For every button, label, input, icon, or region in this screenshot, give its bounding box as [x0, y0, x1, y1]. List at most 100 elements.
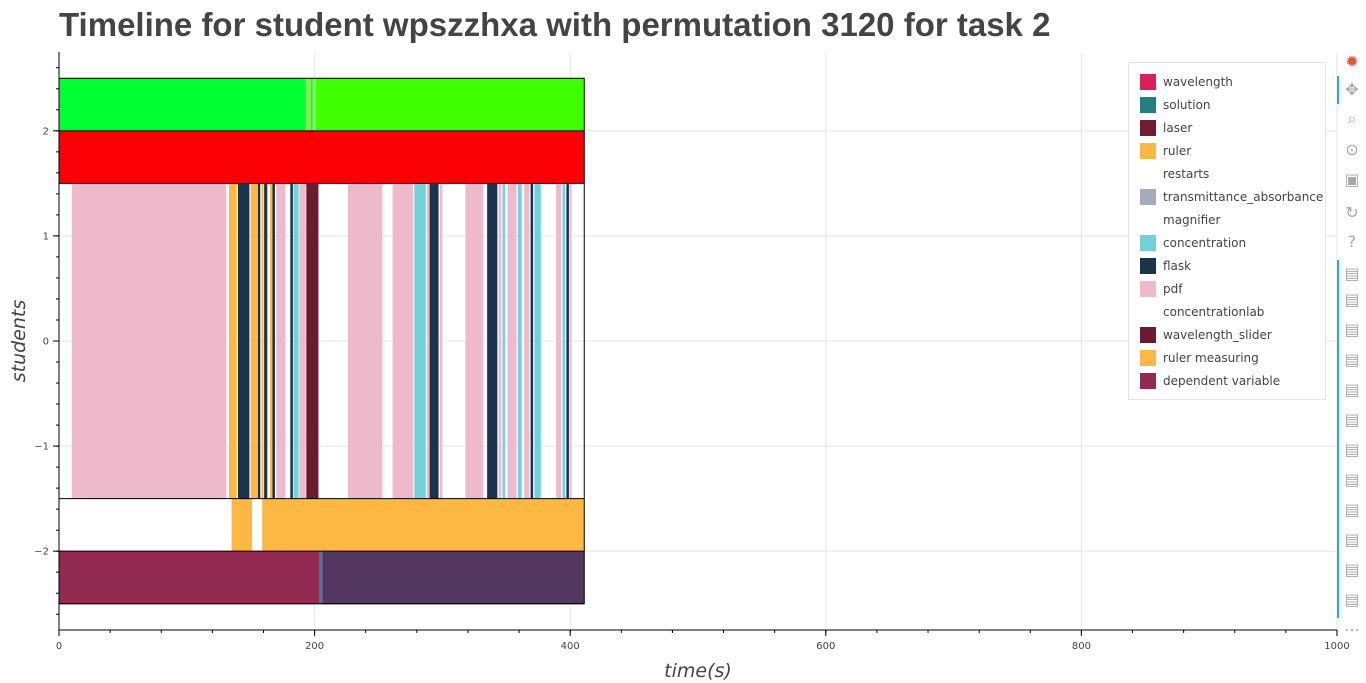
timeline-bar — [276, 183, 286, 499]
reset-icon[interactable]: ↻ — [1345, 202, 1359, 222]
timeline-bar — [306, 183, 319, 499]
timeline-bar — [502, 183, 506, 499]
legend-label: solution — [1163, 98, 1211, 112]
timeline-bar — [228, 183, 237, 499]
timeline-bar — [231, 498, 252, 552]
legend-swatch — [1140, 166, 1156, 182]
legend-item[interactable]: laser — [1140, 119, 1192, 137]
timeline-bar — [310, 78, 313, 131]
legend-swatch — [1140, 97, 1156, 113]
timeline-bar — [530, 183, 534, 499]
help-icon[interactable]: ? — [1347, 231, 1357, 251]
timeline-bar — [465, 183, 484, 499]
timeline-bar — [414, 183, 426, 499]
timeline-bar — [319, 551, 323, 604]
legend-item[interactable]: restarts — [1140, 165, 1209, 183]
legend-label: pdf — [1163, 282, 1183, 296]
legend-label: transmittance_absorbance — [1163, 190, 1324, 204]
legend-item[interactable]: dependent variable — [1140, 372, 1280, 390]
legend-label: wavelength_slider — [1163, 328, 1272, 342]
timeline-bar — [566, 183, 569, 499]
legend-label: magnifier — [1163, 213, 1221, 227]
save-icon[interactable]: ▣ — [1344, 169, 1360, 189]
y-tick-label: −1 — [34, 442, 49, 453]
active-hover-indicator — [1337, 260, 1339, 618]
legend-item[interactable]: ruler — [1140, 142, 1191, 160]
legend-swatch — [1140, 74, 1156, 90]
timeline-bar — [562, 183, 566, 499]
hover-icon[interactable]: ▤ — [1344, 499, 1360, 519]
timeline-bars — [58, 77, 585, 605]
timeline-bar — [59, 78, 306, 131]
timeline-bar — [569, 183, 572, 499]
chart-title: Timeline for student wpszzhxa with permu… — [59, 6, 1051, 43]
hover-icon[interactable]: ▤ — [1344, 319, 1360, 339]
legend: wavelength solution laser ruler restarts tran… — [1128, 62, 1326, 400]
x-axis-label: time(s) — [664, 660, 732, 682]
bokeh-logo-icon: ✹ — [1345, 51, 1359, 71]
y-axis-label: students — [8, 300, 30, 383]
hover-icon[interactable]: ▤ — [1344, 529, 1360, 549]
legend-item[interactable]: transmittance_absorbance — [1140, 188, 1323, 206]
x-tick-label: 600 — [816, 641, 835, 652]
x-tick-label: 1000 — [1324, 641, 1349, 652]
legend-item[interactable]: wavelength_slider — [1140, 326, 1272, 344]
box-zoom-icon[interactable]: ⌕ — [1347, 109, 1357, 128]
timeline-bar — [322, 551, 585, 604]
toolbar: ✹ ✥ ⌕ ⊙ ▣ ↻? ▤ ▤ ▤ ▤ ▤ ▤ ▤ ▤ ▤ ▤ ▤ ▤... — [1337, 48, 1366, 683]
timeline-bar — [250, 183, 258, 499]
legend-swatch — [1140, 258, 1156, 274]
y-tick-label: −2 — [34, 547, 49, 558]
hover-icon[interactable]: ▤ — [1344, 379, 1360, 399]
timeline-bar — [59, 551, 320, 604]
timeline-bar — [556, 183, 562, 499]
timeline-bar — [498, 183, 502, 499]
legend-item[interactable]: solution — [1140, 96, 1211, 114]
legend-swatch — [1140, 373, 1156, 389]
hover-icon[interactable]: ▤ — [1344, 349, 1360, 369]
hover-icon[interactable]: ▤ — [1344, 263, 1360, 283]
legend-label: wavelength — [1163, 75, 1233, 89]
pan-icon[interactable]: ✥ — [1345, 79, 1359, 99]
legend-item[interactable]: concentration — [1140, 234, 1246, 252]
timeline-bar — [299, 183, 306, 499]
timeline-bar — [312, 78, 316, 131]
legend-item[interactable]: concentrationlab — [1140, 303, 1264, 321]
timeline-bar — [257, 183, 261, 499]
hover-icon[interactable]: ▤ — [1344, 439, 1360, 459]
more-tools-button[interactable]: ... — [1344, 615, 1360, 635]
hover-icon[interactable]: ▤ — [1344, 289, 1360, 309]
timeline-bar — [347, 183, 383, 499]
hover-icon[interactable]: ▤ — [1344, 469, 1360, 489]
wheel-zoom-icon[interactable]: ⊙ — [1345, 139, 1359, 159]
legend-item[interactable]: wavelength — [1140, 73, 1233, 91]
timeline-bar — [261, 183, 264, 499]
legend-item[interactable]: ruler measuring — [1140, 349, 1259, 367]
x-tick-label: 800 — [1072, 641, 1091, 652]
x-tick-label: 0 — [56, 641, 62, 652]
legend-label: restarts — [1163, 167, 1210, 181]
legend-item[interactable]: magnifier — [1140, 211, 1220, 229]
timeline-bar — [305, 78, 311, 131]
legend-item[interactable]: pdf — [1140, 280, 1182, 298]
legend-item[interactable]: flask — [1140, 257, 1191, 275]
x-tick-label: 400 — [561, 641, 580, 652]
timeline-bar — [439, 183, 443, 499]
timeline-bar — [71, 183, 227, 499]
legend-swatch — [1140, 143, 1156, 159]
legend-swatch — [1140, 327, 1156, 343]
legend-swatch — [1140, 189, 1156, 205]
timeline-bar — [392, 183, 414, 499]
hover-icon[interactable]: ▤ — [1344, 559, 1360, 579]
timeline-bar — [507, 183, 517, 499]
hover-icon[interactable]: ▤ — [1344, 409, 1360, 429]
hover-icon[interactable]: ▤ — [1344, 589, 1360, 609]
legend-label: concentrationlab — [1163, 305, 1265, 319]
timeline-bar — [315, 78, 585, 131]
legend-label: laser — [1163, 121, 1193, 135]
timeline-bar — [237, 183, 250, 499]
legend-swatch — [1140, 281, 1156, 297]
timeline-bar — [293, 183, 299, 499]
legend-label: concentration — [1163, 236, 1247, 250]
